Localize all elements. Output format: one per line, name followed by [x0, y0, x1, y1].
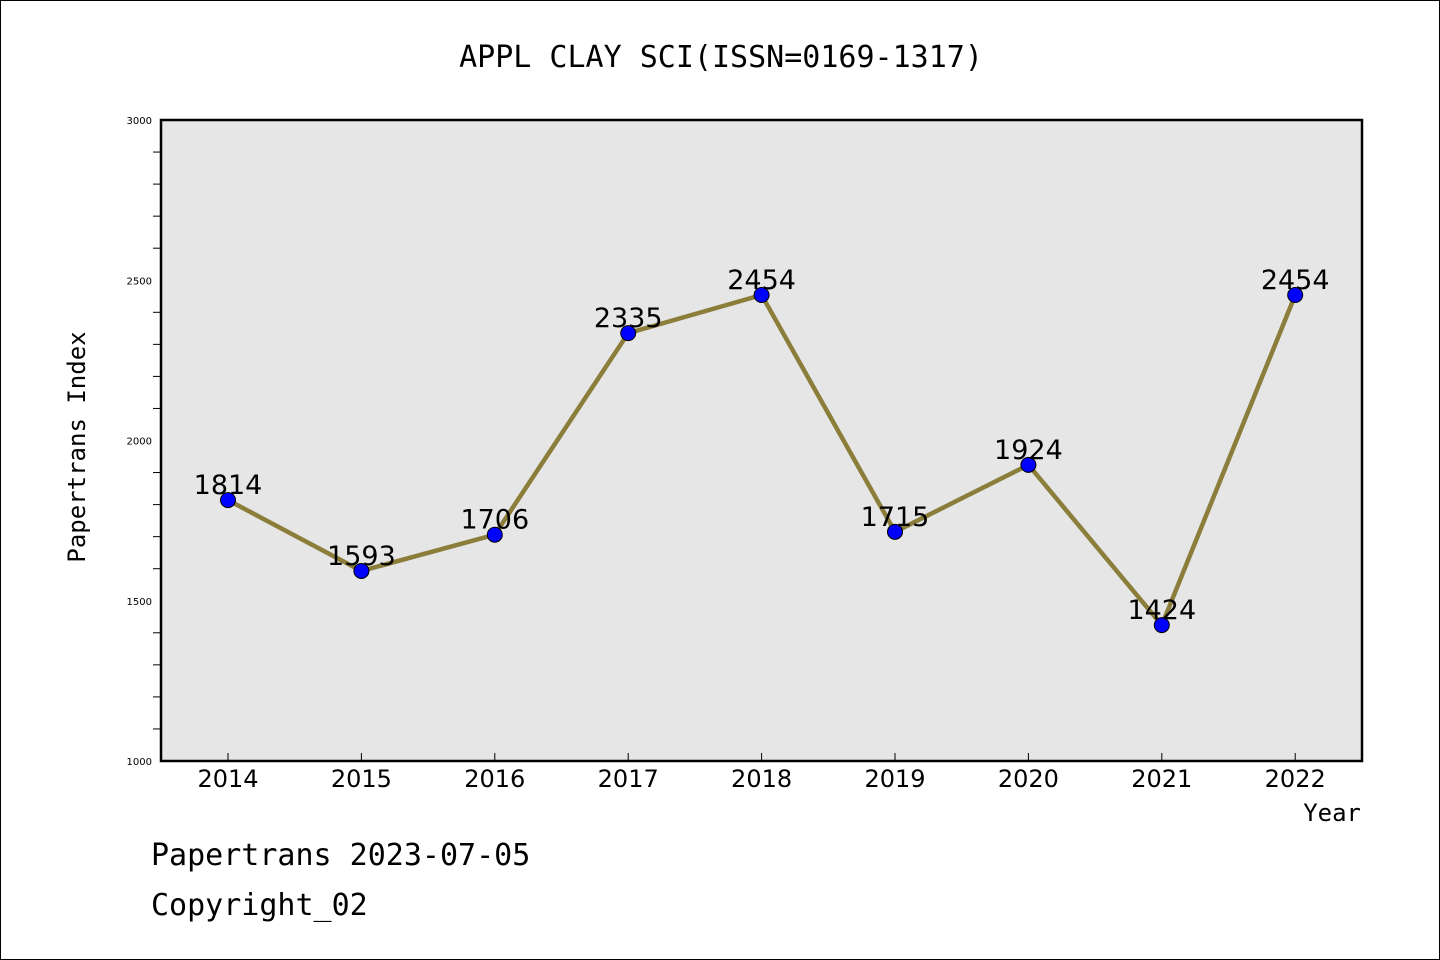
x-tick-label: 2017	[598, 765, 659, 793]
data-label: 1424	[1127, 595, 1196, 626]
data-label: 1924	[994, 435, 1063, 466]
data-point	[353, 562, 370, 579]
data-point	[887, 523, 903, 540]
x-axis-label: Year	[1303, 799, 1361, 827]
x-tick-label: 2016	[464, 765, 525, 793]
data-point	[486, 526, 503, 543]
data-point	[220, 492, 236, 509]
y-tick-label: 2000	[127, 437, 152, 448]
x-tick-label: 2018	[731, 765, 792, 793]
data-label: 2454	[1261, 265, 1330, 296]
data-label: 1814	[194, 470, 263, 501]
x-tick-label: 2019	[864, 765, 925, 793]
y-axis-label: Papertrans Index	[63, 331, 91, 562]
x-tick-label: 2015	[331, 765, 392, 793]
x-tick-label: 2021	[1131, 765, 1192, 793]
data-point	[1020, 456, 1037, 473]
data-label: 2335	[594, 303, 663, 334]
chart-title: APPL CLAY SCI(ISSN=0169-1317)	[459, 40, 983, 75]
data-point	[620, 325, 637, 342]
y-tick-label: 1500	[127, 597, 152, 608]
y-tick-label: 1000	[127, 757, 152, 768]
data-series	[220, 286, 1304, 634]
footer-copyright: Copyright_02	[151, 888, 368, 923]
y-tick-label: 2500	[127, 276, 152, 287]
x-tick-label: 2020	[998, 765, 1059, 793]
x-axis: 2014 2015 2016 2017 2018 2019 2020 2021 2022	[197, 753, 1326, 793]
data-label: 1706	[460, 505, 529, 536]
data-point	[1287, 286, 1304, 303]
data-point	[753, 286, 770, 303]
data-labels: 1814 1593 1706 2335 2454 1715 1924 1424 2454	[194, 265, 1330, 626]
data-point	[1153, 617, 1170, 634]
footer-date: Papertrans 2023-07-05	[151, 838, 530, 873]
data-label: 1593	[327, 541, 396, 572]
data-label: 2454	[727, 265, 796, 296]
y-axis: 1000 1500 2000 2500 3000	[127, 116, 161, 768]
plot-area	[159, 118, 1364, 763]
data-label: 1715	[861, 502, 930, 533]
x-tick-label: 2014	[197, 765, 258, 793]
y-tick-label: 3000	[127, 116, 152, 127]
x-tick-label: 2022	[1265, 765, 1326, 793]
